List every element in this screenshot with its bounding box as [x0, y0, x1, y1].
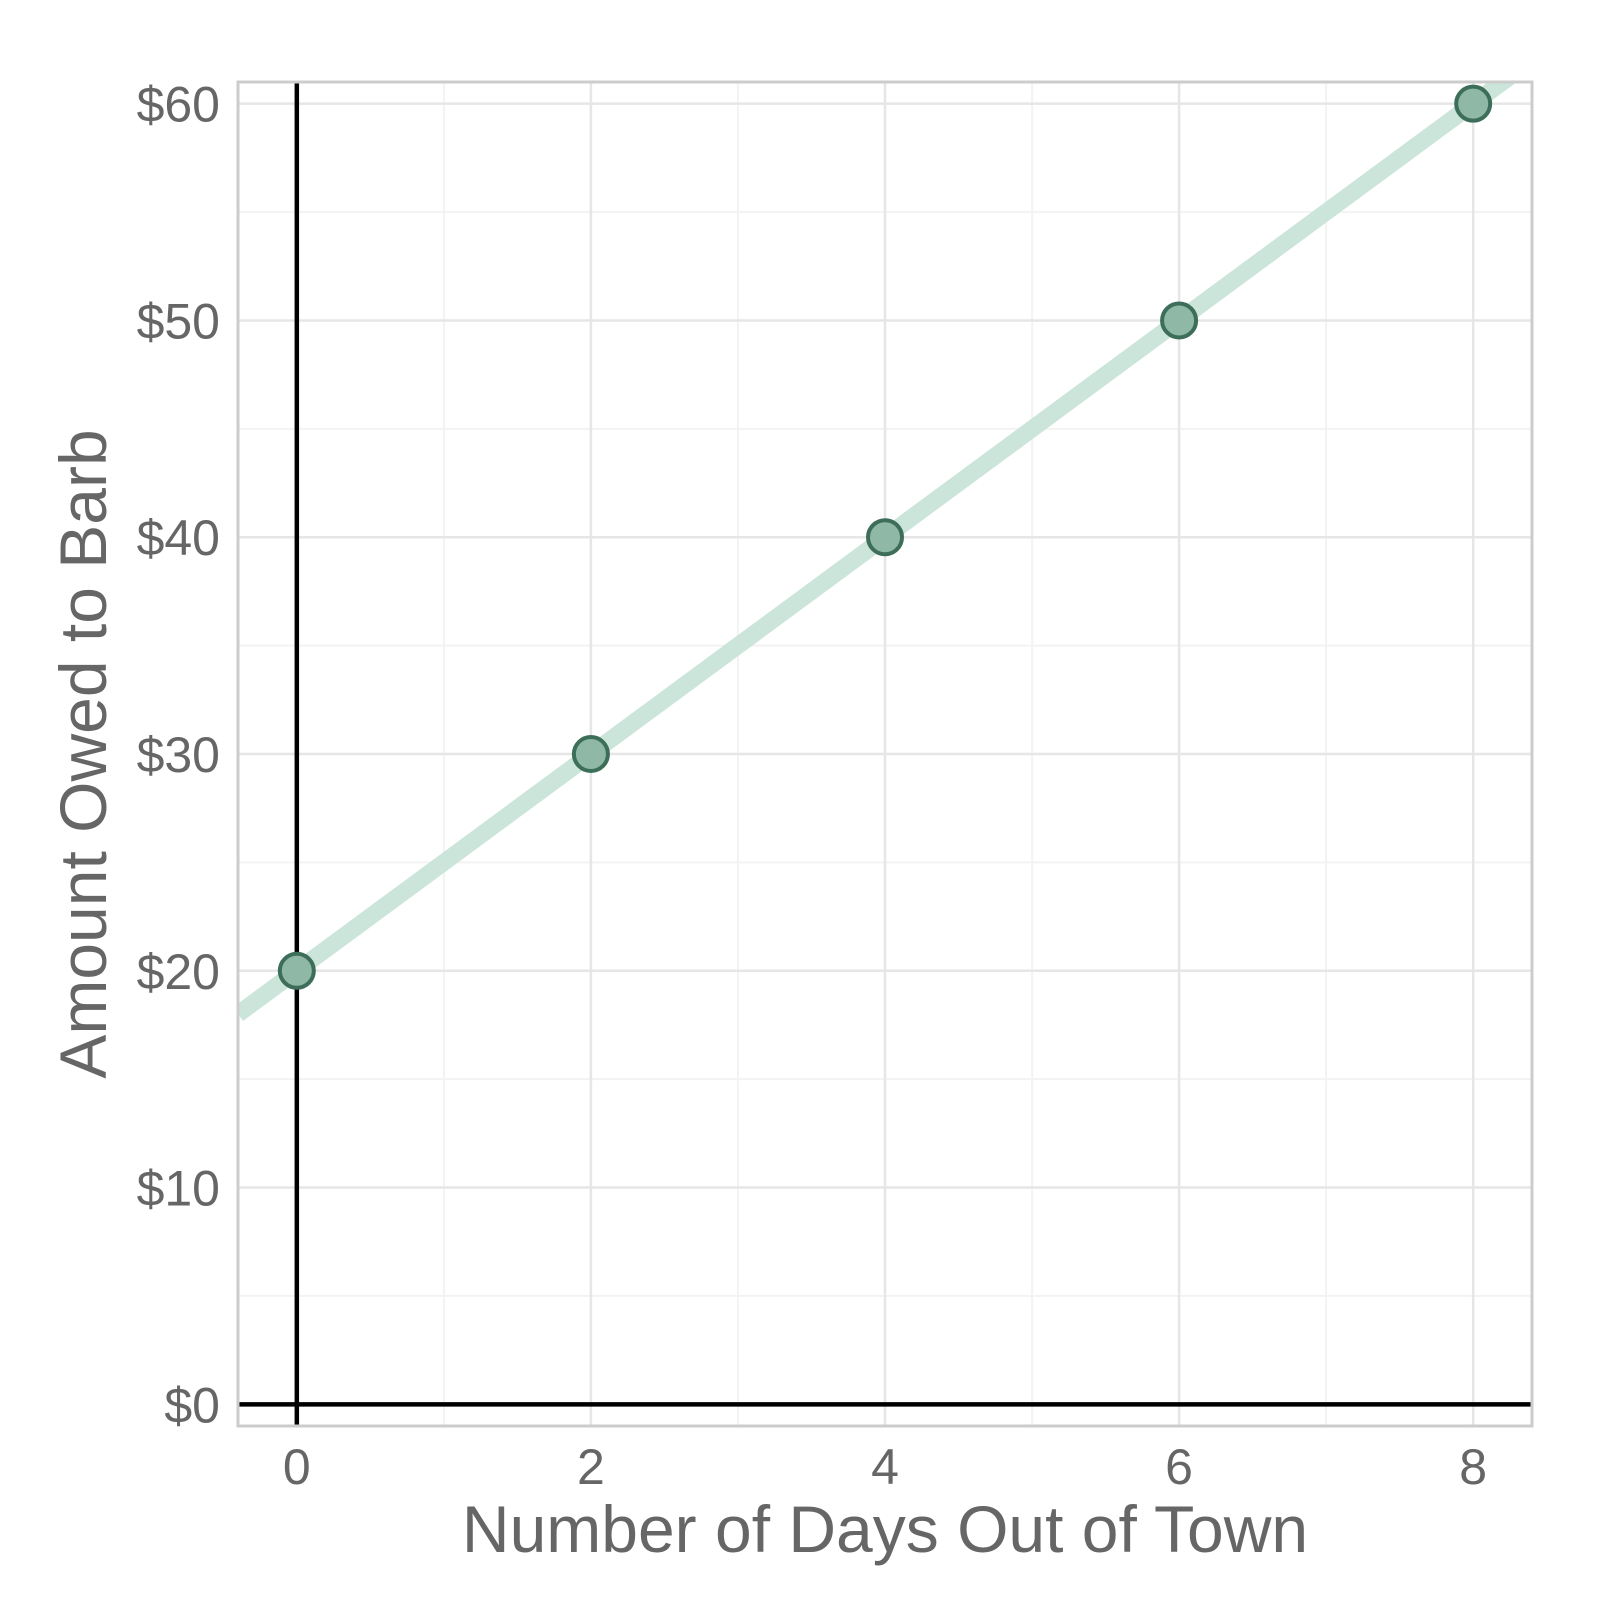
data-point — [1454, 84, 1493, 123]
x-axis-title: Number of Days Out of Town — [462, 1492, 1308, 1566]
data-point — [1160, 301, 1199, 340]
y-tick-label: $10 — [137, 1161, 220, 1217]
y-tick-label: $20 — [137, 944, 220, 1000]
data-point — [866, 518, 904, 557]
y-tick-label: $30 — [137, 727, 220, 783]
zero-lines — [238, 82, 1532, 1426]
x-tick-label: 6 — [1165, 1439, 1193, 1495]
y-tick-label: $60 — [137, 77, 220, 133]
x-tick-labels: 0 2 4 6 8 — [283, 1439, 1487, 1495]
x-tick-label: 2 — [577, 1439, 605, 1495]
y-axis-title: Amount Owed to Barb — [46, 429, 120, 1078]
y-tick-label: $40 — [137, 510, 220, 566]
data-points — [277, 84, 1493, 990]
data-point — [571, 735, 610, 773]
y-tick-labels: $0 $10 $20 $30 $40 $50 $60 — [137, 77, 220, 1434]
y-tick-label: $0 — [164, 1377, 220, 1433]
panel-border — [236, 80, 1534, 1428]
x-tick-label: 8 — [1459, 1439, 1487, 1495]
x-tick-label: 4 — [871, 1439, 899, 1495]
data-point — [277, 951, 316, 990]
y-tick-label: $50 — [137, 293, 220, 349]
major-grid — [238, 82, 1532, 1426]
x-tick-label: 0 — [283, 1439, 311, 1495]
